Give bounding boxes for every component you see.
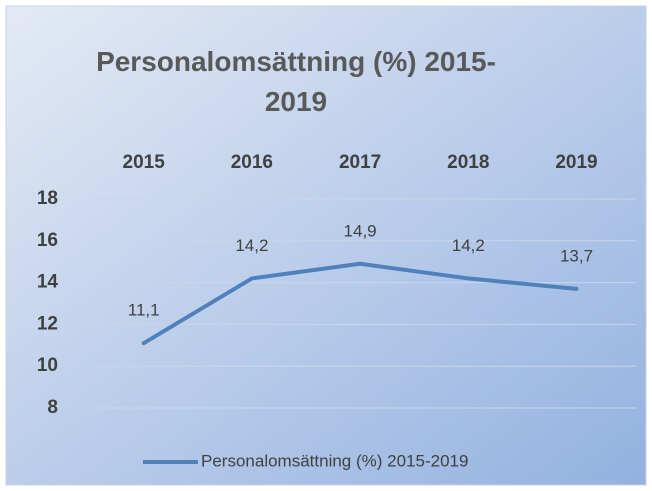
x-tick-label: 2017 [339,152,381,173]
data-label: 14,2 [235,236,268,255]
y-tick-label: 8 [47,397,58,418]
legend-label: Personalomsättning (%) 2015-2019 [201,451,468,470]
data-label: 14,9 [344,221,377,240]
data-label: 11,1 [128,301,160,320]
y-tick-label: 12 [37,313,58,334]
x-tick-label: 2016 [231,152,273,173]
y-tick-label: 10 [37,355,58,376]
x-tick-label: 2019 [555,152,597,173]
chart-title: Personalomsättning (%) 2015-2019 [96,46,496,117]
y-tick-label: 18 [37,188,58,209]
data-line [141,261,579,346]
y-tick-label: 14 [37,272,59,293]
x-tick-label: 2015 [123,152,166,173]
y-tick-label: 16 [37,230,58,251]
data-label: 14,2 [452,236,485,255]
data-label: 13,7 [560,246,593,265]
chart-background [5,5,647,486]
x-tick-label: 2018 [447,152,489,173]
